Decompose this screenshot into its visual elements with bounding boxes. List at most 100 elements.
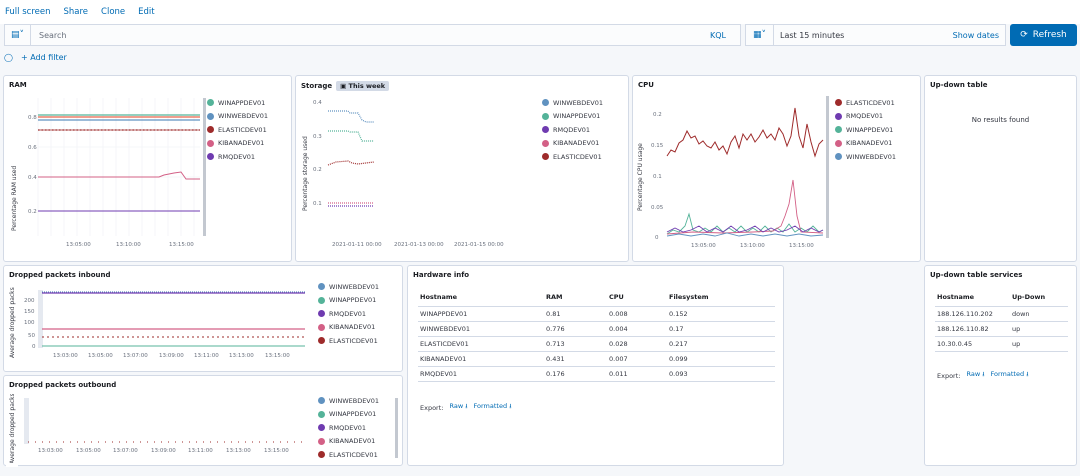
column-header[interactable]: Filesystem (667, 289, 775, 307)
outbound-panel: Dropped packets outbound Average dropped… (3, 375, 403, 467)
legend-dot (835, 112, 842, 120)
hardware-title: Hardware info (413, 271, 470, 279)
cpu-ytick: 0.15 (651, 143, 664, 149)
legend-dot (542, 99, 549, 107)
legend-item[interactable]: KIBANADEV01 (318, 435, 379, 449)
legend-item[interactable]: RMQDEV01 (318, 421, 379, 435)
refresh-button[interactable]: ⟳ Refresh (1010, 24, 1077, 46)
export-raw-link[interactable]: Raw ⭳ (449, 402, 467, 413)
export-formatted-link[interactable]: Formatted ⭳ (991, 370, 1029, 381)
legend-label: WINWEBDEV01 (846, 152, 897, 161)
cpu-xtick: 13:10:00 (740, 243, 765, 249)
legend-item[interactable]: KIBANADEV01 (835, 137, 896, 151)
date-picker: ▦˅ Last 15 minutes Show dates (745, 24, 1006, 46)
legend-label: KIBANADEV01 (553, 139, 600, 148)
outbound-xtick: 13:11:00 (188, 448, 213, 454)
clone-link[interactable]: Clone (101, 7, 126, 17)
legend-dot (835, 139, 842, 147)
table-cell: 0.431 (544, 351, 607, 367)
add-filter-link[interactable]: + Add filter (20, 52, 67, 62)
column-header[interactable]: CPU (607, 289, 667, 307)
legend-item[interactable]: RMQDEV01 (542, 123, 603, 137)
search-input[interactable]: Search (39, 30, 67, 40)
cpu-ytick: 0 (655, 235, 659, 241)
ram-gridlines (37, 98, 200, 236)
table-row: 188.126.110.202 down (935, 306, 1068, 322)
table-cell: 0.713 (544, 336, 607, 352)
column-header[interactable]: RAM (544, 289, 607, 307)
cpu-series-rmq (666, 225, 824, 233)
inbound-xtick: 13:09:00 (159, 353, 184, 359)
cpu-panel: CPU Percentage CPU usage 0.2 0.15 0.1 0.… (632, 75, 921, 262)
legend-item[interactable]: WINWEBDEV01 (207, 110, 268, 124)
inbound-title: Dropped packets inbound (9, 271, 111, 279)
legend-item[interactable]: WINAPPDEV01 (835, 123, 896, 137)
legend-item[interactable]: KIBANADEV01 (207, 137, 268, 151)
legend-item[interactable]: ELASTICDEV01 (835, 96, 896, 110)
legend-dot (207, 99, 214, 107)
legend-label: RMQDEV01 (329, 423, 367, 432)
legend-item[interactable]: WINWEBDEV01 (318, 394, 379, 408)
full-screen-link[interactable]: Full screen (5, 7, 51, 17)
outbound-chart: Average dropped packs 13:03:00 13:05:00 … (6, 388, 398, 467)
legend-dot (318, 323, 325, 331)
legend-item[interactable]: WINWEBDEV01 (542, 96, 603, 110)
legend-item[interactable]: ELASTICDEV01 (542, 150, 603, 164)
legend-label: ELASTICDEV01 (218, 125, 267, 134)
legend-item[interactable]: RMQDEV01 (318, 307, 379, 321)
legend-dot (207, 139, 214, 147)
legend-item[interactable]: RMQDEV01 (835, 110, 896, 124)
services-title: Up-down table services (930, 271, 1023, 279)
cpu-ytick: 0.2 (653, 112, 662, 118)
legend-item[interactable]: WINWEBDEV01 (318, 280, 379, 294)
saved-query-icon[interactable]: ▤˅ (5, 25, 31, 45)
export-formatted-link[interactable]: Formatted ⭳ (474, 402, 512, 413)
calendar-icon[interactable]: ▦˅ (746, 25, 774, 45)
cpu-title: CPU (638, 81, 654, 89)
no-results-text: No results found (971, 116, 1030, 124)
edit-link[interactable]: Edit (138, 7, 155, 17)
table-cell: down (1010, 306, 1068, 322)
storage-series-winweb (328, 110, 374, 123)
legend-item[interactable]: WINWEBDEV01 (835, 150, 896, 164)
legend-item[interactable]: WINAPPDEV01 (318, 408, 379, 422)
export-label: Export: (937, 371, 961, 380)
filter-options-icon[interactable]: ◯ (4, 52, 13, 62)
export-raw-link[interactable]: Raw ⭳ (966, 370, 984, 381)
inbound-xtick: 13:15:00 (265, 353, 290, 359)
table-row: RMQDEV01 0.176 0.011 0.093 (418, 366, 775, 382)
outbound-axis-band (24, 398, 29, 444)
show-dates-link[interactable]: Show dates (952, 30, 999, 40)
date-range-text[interactable]: Last 15 minutes (780, 30, 845, 40)
time-range-badge[interactable]: ▣ This week (336, 81, 390, 91)
legend-label: RMQDEV01 (218, 152, 256, 161)
legend-item[interactable]: RMQDEV01 (207, 150, 268, 164)
table-cell: 0.099 (667, 351, 775, 367)
kql-toggle[interactable]: KQL (710, 30, 726, 40)
cpu-scrollbar[interactable] (826, 96, 829, 238)
share-link[interactable]: Share (63, 7, 89, 17)
table-cell: 0.217 (667, 336, 775, 352)
ram-scrollbar[interactable] (203, 98, 206, 236)
legend-label: KIBANADEV01 (329, 323, 376, 332)
inbound-xtick: 13:07:00 (123, 353, 148, 359)
legend-item[interactable]: WINAPPDEV01 (207, 96, 268, 110)
legend-dot (835, 99, 842, 107)
legend-item[interactable]: ELASTICDEV01 (318, 334, 379, 348)
outbound-ylabel-mask-top (6, 388, 18, 394)
legend-item[interactable]: KIBANADEV01 (542, 137, 603, 151)
legend-item[interactable]: ELASTICDEV01 (318, 448, 379, 462)
column-header[interactable]: Hostname (935, 289, 1010, 307)
legend-item[interactable]: KIBANADEV01 (318, 321, 379, 335)
column-header[interactable]: Hostname (418, 289, 544, 307)
column-header[interactable]: Up-Down (1010, 289, 1068, 307)
cpu-ytick: 0.1 (653, 174, 662, 180)
cpu-chart: Percentage CPU usage 0.2 0.15 0.1 0.05 0… (637, 96, 829, 249)
hardware-panel: Hardware info Hostname RAM CPU Filesyste… (407, 265, 784, 466)
legend-item[interactable]: ELASTICDEV01 (207, 123, 268, 137)
legend-item[interactable]: WINAPPDEV01 (318, 294, 379, 308)
legend-item[interactable]: WINAPPDEV01 (542, 110, 603, 124)
cpu-series-winweb (666, 232, 824, 237)
outbound-scrollbar[interactable] (395, 398, 398, 458)
outbound-ylabel-mask-bottom (6, 463, 18, 467)
